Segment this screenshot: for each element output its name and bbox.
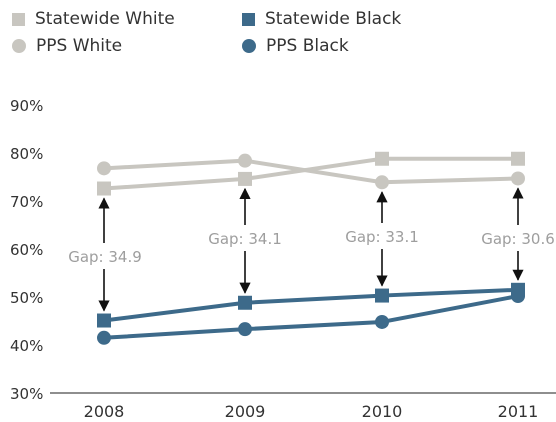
data-point-statewide-white	[238, 171, 252, 186]
data-point-statewide-white	[375, 151, 389, 166]
legend-label: Statewide White	[35, 9, 175, 29]
y-tick-label: 30%	[10, 385, 43, 403]
data-point-statewide-black	[97, 313, 111, 328]
data-point-statewide-black	[238, 295, 252, 310]
series-line-pps-white	[103, 158, 519, 185]
y-tick-label: 50%	[10, 289, 43, 307]
data-point-pps-white	[375, 175, 389, 190]
data-point-statewide-white	[511, 151, 525, 166]
y-tick-label: 80%	[10, 145, 43, 163]
data-point-pps-white	[238, 153, 252, 168]
legend-circle-swatch	[12, 39, 26, 53]
legend-item-pps-white: PPS White	[12, 36, 122, 56]
legend-label: PPS Black	[266, 36, 349, 56]
data-point-pps-black	[511, 289, 525, 304]
legend-item-statewide-black: Statewide Black	[242, 9, 401, 29]
gap-label: Gap: 33.1	[345, 228, 419, 246]
gap-label: Gap: 34.1	[208, 230, 282, 248]
legend-circle-swatch	[242, 39, 256, 53]
y-tick-label: 60%	[10, 241, 43, 259]
x-tick-label: 2010	[362, 402, 403, 421]
series-line-statewide-white	[103, 156, 518, 191]
legend-item-statewide-white: Statewide White	[12, 9, 175, 29]
data-point-pps-black	[97, 330, 111, 345]
x-tick-label: 2008	[84, 402, 125, 421]
gap-label: Gap: 30.6	[481, 230, 555, 248]
data-point-statewide-black	[375, 288, 389, 303]
legend-square-swatch	[12, 12, 25, 26]
data-point-pps-white	[511, 171, 525, 186]
data-point-statewide-white	[97, 181, 111, 196]
x-tick-label: 2009	[225, 402, 266, 421]
legend-square-swatch	[242, 12, 255, 26]
x-tick-label: 2011	[498, 402, 539, 421]
data-point-pps-white	[97, 161, 111, 176]
data-point-pps-black	[238, 322, 252, 337]
gap-label: Gap: 34.9	[68, 248, 142, 266]
data-point-pps-black	[375, 314, 389, 329]
y-tick-label: 70%	[10, 193, 43, 211]
series-line-pps-black	[103, 294, 519, 340]
legend-label: PPS White	[36, 36, 123, 56]
legend-label: Statewide Black	[265, 9, 402, 29]
y-tick-label: 40%	[10, 337, 43, 355]
y-tick-label: 90%	[10, 97, 43, 115]
series-line-statewide-black	[103, 287, 519, 323]
legend-item-pps-black: PPS Black	[242, 36, 349, 56]
